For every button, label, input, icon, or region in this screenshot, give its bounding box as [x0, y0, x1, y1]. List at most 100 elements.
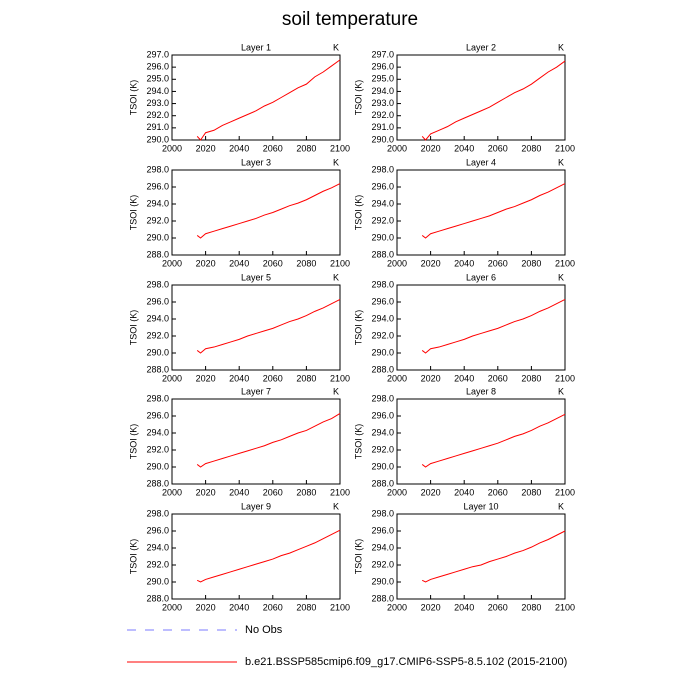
x-tick-label: 2060 [488, 258, 508, 268]
x-tick-label: 2040 [454, 602, 474, 612]
y-tick-label: 292.0 [146, 330, 169, 340]
x-tick-label: 2060 [488, 143, 508, 153]
plot-frame [396, 54, 566, 141]
y-tick-label: 290.0 [371, 347, 394, 357]
y-tick-label: 288.0 [371, 593, 394, 603]
x-tick-label: 2000 [162, 373, 182, 383]
units-label: K [333, 386, 339, 396]
y-tick-label: 292.0 [371, 215, 394, 225]
x-tick-label: 2080 [521, 373, 541, 383]
legend-label: No Obs [245, 624, 283, 636]
units-label: K [333, 272, 339, 282]
y-tick-label: 298.0 [371, 393, 394, 403]
y-tick-label: 292.0 [371, 444, 394, 454]
data-line [196, 299, 341, 354]
y-axis-label: TSOI (K) [128, 539, 138, 575]
y-tick-label: 291.0 [371, 122, 394, 132]
y-tick-label: 296.0 [146, 525, 169, 535]
y-axis-label: TSOI (K) [353, 195, 363, 231]
y-axis-label: TSOI (K) [353, 310, 363, 346]
x-tick-label: 2080 [521, 487, 541, 497]
y-tick-label: 288.0 [371, 249, 394, 259]
legend-label: b.e21.BSSP585cmip6.f09_g17.CMIP6-SSP5-8.… [245, 656, 567, 668]
x-tick-label: 2100 [330, 258, 350, 268]
data-line [196, 183, 341, 239]
y-axis-label: TSOI (K) [353, 80, 363, 116]
units-label: K [558, 501, 564, 511]
y-tick-label: 291.0 [146, 122, 169, 132]
plot-frame [171, 169, 341, 256]
y-tick-label: 297.0 [146, 49, 169, 59]
y-tick-label: 290.0 [371, 461, 394, 471]
x-tick-label: 2100 [330, 143, 350, 153]
x-tick-label: 2020 [421, 487, 441, 497]
x-tick-label: 2020 [196, 602, 216, 612]
plot-frame [171, 513, 341, 600]
x-tick-label: 2040 [229, 258, 249, 268]
y-tick-label: 294.0 [371, 86, 394, 96]
x-tick-label: 2100 [555, 258, 575, 268]
y-axis-label: TSOI (K) [128, 424, 138, 460]
x-tick-label: 2060 [263, 373, 283, 383]
y-tick-label: 290.0 [146, 232, 169, 242]
panel-title: Layer 8 [466, 386, 496, 396]
figure-title: soil temperature [282, 9, 418, 30]
y-tick-label: 290.0 [146, 347, 169, 357]
x-tick-label: 2080 [521, 602, 541, 612]
x-tick-label: 2000 [387, 602, 407, 612]
x-tick-label: 2080 [296, 143, 316, 153]
y-tick-label: 295.0 [371, 74, 394, 84]
x-tick-label: 2000 [387, 143, 407, 153]
x-tick-label: 2100 [330, 487, 350, 497]
x-tick-label: 2040 [229, 143, 249, 153]
data-line [196, 59, 341, 141]
panel-title: Layer 3 [241, 157, 271, 167]
data-line [421, 530, 566, 583]
panel-title: Layer 2 [466, 42, 496, 52]
panel-title: Layer 9 [241, 501, 271, 511]
x-tick-label: 2040 [454, 487, 474, 497]
x-tick-label: 2080 [296, 602, 316, 612]
x-tick-label: 2020 [196, 143, 216, 153]
y-tick-label: 290.0 [371, 232, 394, 242]
y-tick-label: 296.0 [146, 181, 169, 191]
x-tick-label: 2020 [421, 258, 441, 268]
y-tick-label: 298.0 [146, 279, 169, 289]
units-label: K [558, 157, 564, 167]
x-tick-label: 2000 [162, 602, 182, 612]
data-line [421, 299, 566, 354]
y-tick-label: 296.0 [146, 410, 169, 420]
plot-frame [396, 398, 566, 485]
x-tick-label: 2040 [229, 487, 249, 497]
y-tick-label: 292.0 [146, 110, 169, 120]
units-label: K [333, 157, 339, 167]
x-tick-label: 2060 [488, 487, 508, 497]
y-axis-label: TSOI (K) [353, 424, 363, 460]
panel-title: Layer 10 [463, 501, 498, 511]
x-tick-label: 2100 [330, 602, 350, 612]
x-tick-label: 2040 [454, 258, 474, 268]
x-tick-label: 2020 [196, 373, 216, 383]
y-tick-label: 294.0 [146, 86, 169, 96]
panel-title: Layer 6 [466, 272, 496, 282]
x-tick-label: 2100 [555, 143, 575, 153]
y-tick-label: 290.0 [371, 134, 394, 144]
y-tick-label: 288.0 [146, 478, 169, 488]
x-tick-label: 2040 [454, 143, 474, 153]
panel-title: Layer 7 [241, 386, 271, 396]
units-label: K [333, 42, 339, 52]
x-tick-label: 2080 [296, 258, 316, 268]
x-tick-label: 2000 [387, 258, 407, 268]
plot-frame [171, 398, 341, 485]
y-tick-label: 290.0 [146, 576, 169, 586]
x-tick-label: 2020 [196, 487, 216, 497]
y-tick-label: 292.0 [146, 215, 169, 225]
x-tick-label: 2100 [555, 373, 575, 383]
y-tick-label: 296.0 [371, 62, 394, 72]
x-tick-label: 2060 [263, 258, 283, 268]
y-tick-label: 288.0 [146, 249, 169, 259]
y-tick-label: 294.0 [371, 313, 394, 323]
panel-title: Layer 5 [241, 272, 271, 282]
plot-frame [396, 284, 566, 371]
units-label: K [558, 42, 564, 52]
